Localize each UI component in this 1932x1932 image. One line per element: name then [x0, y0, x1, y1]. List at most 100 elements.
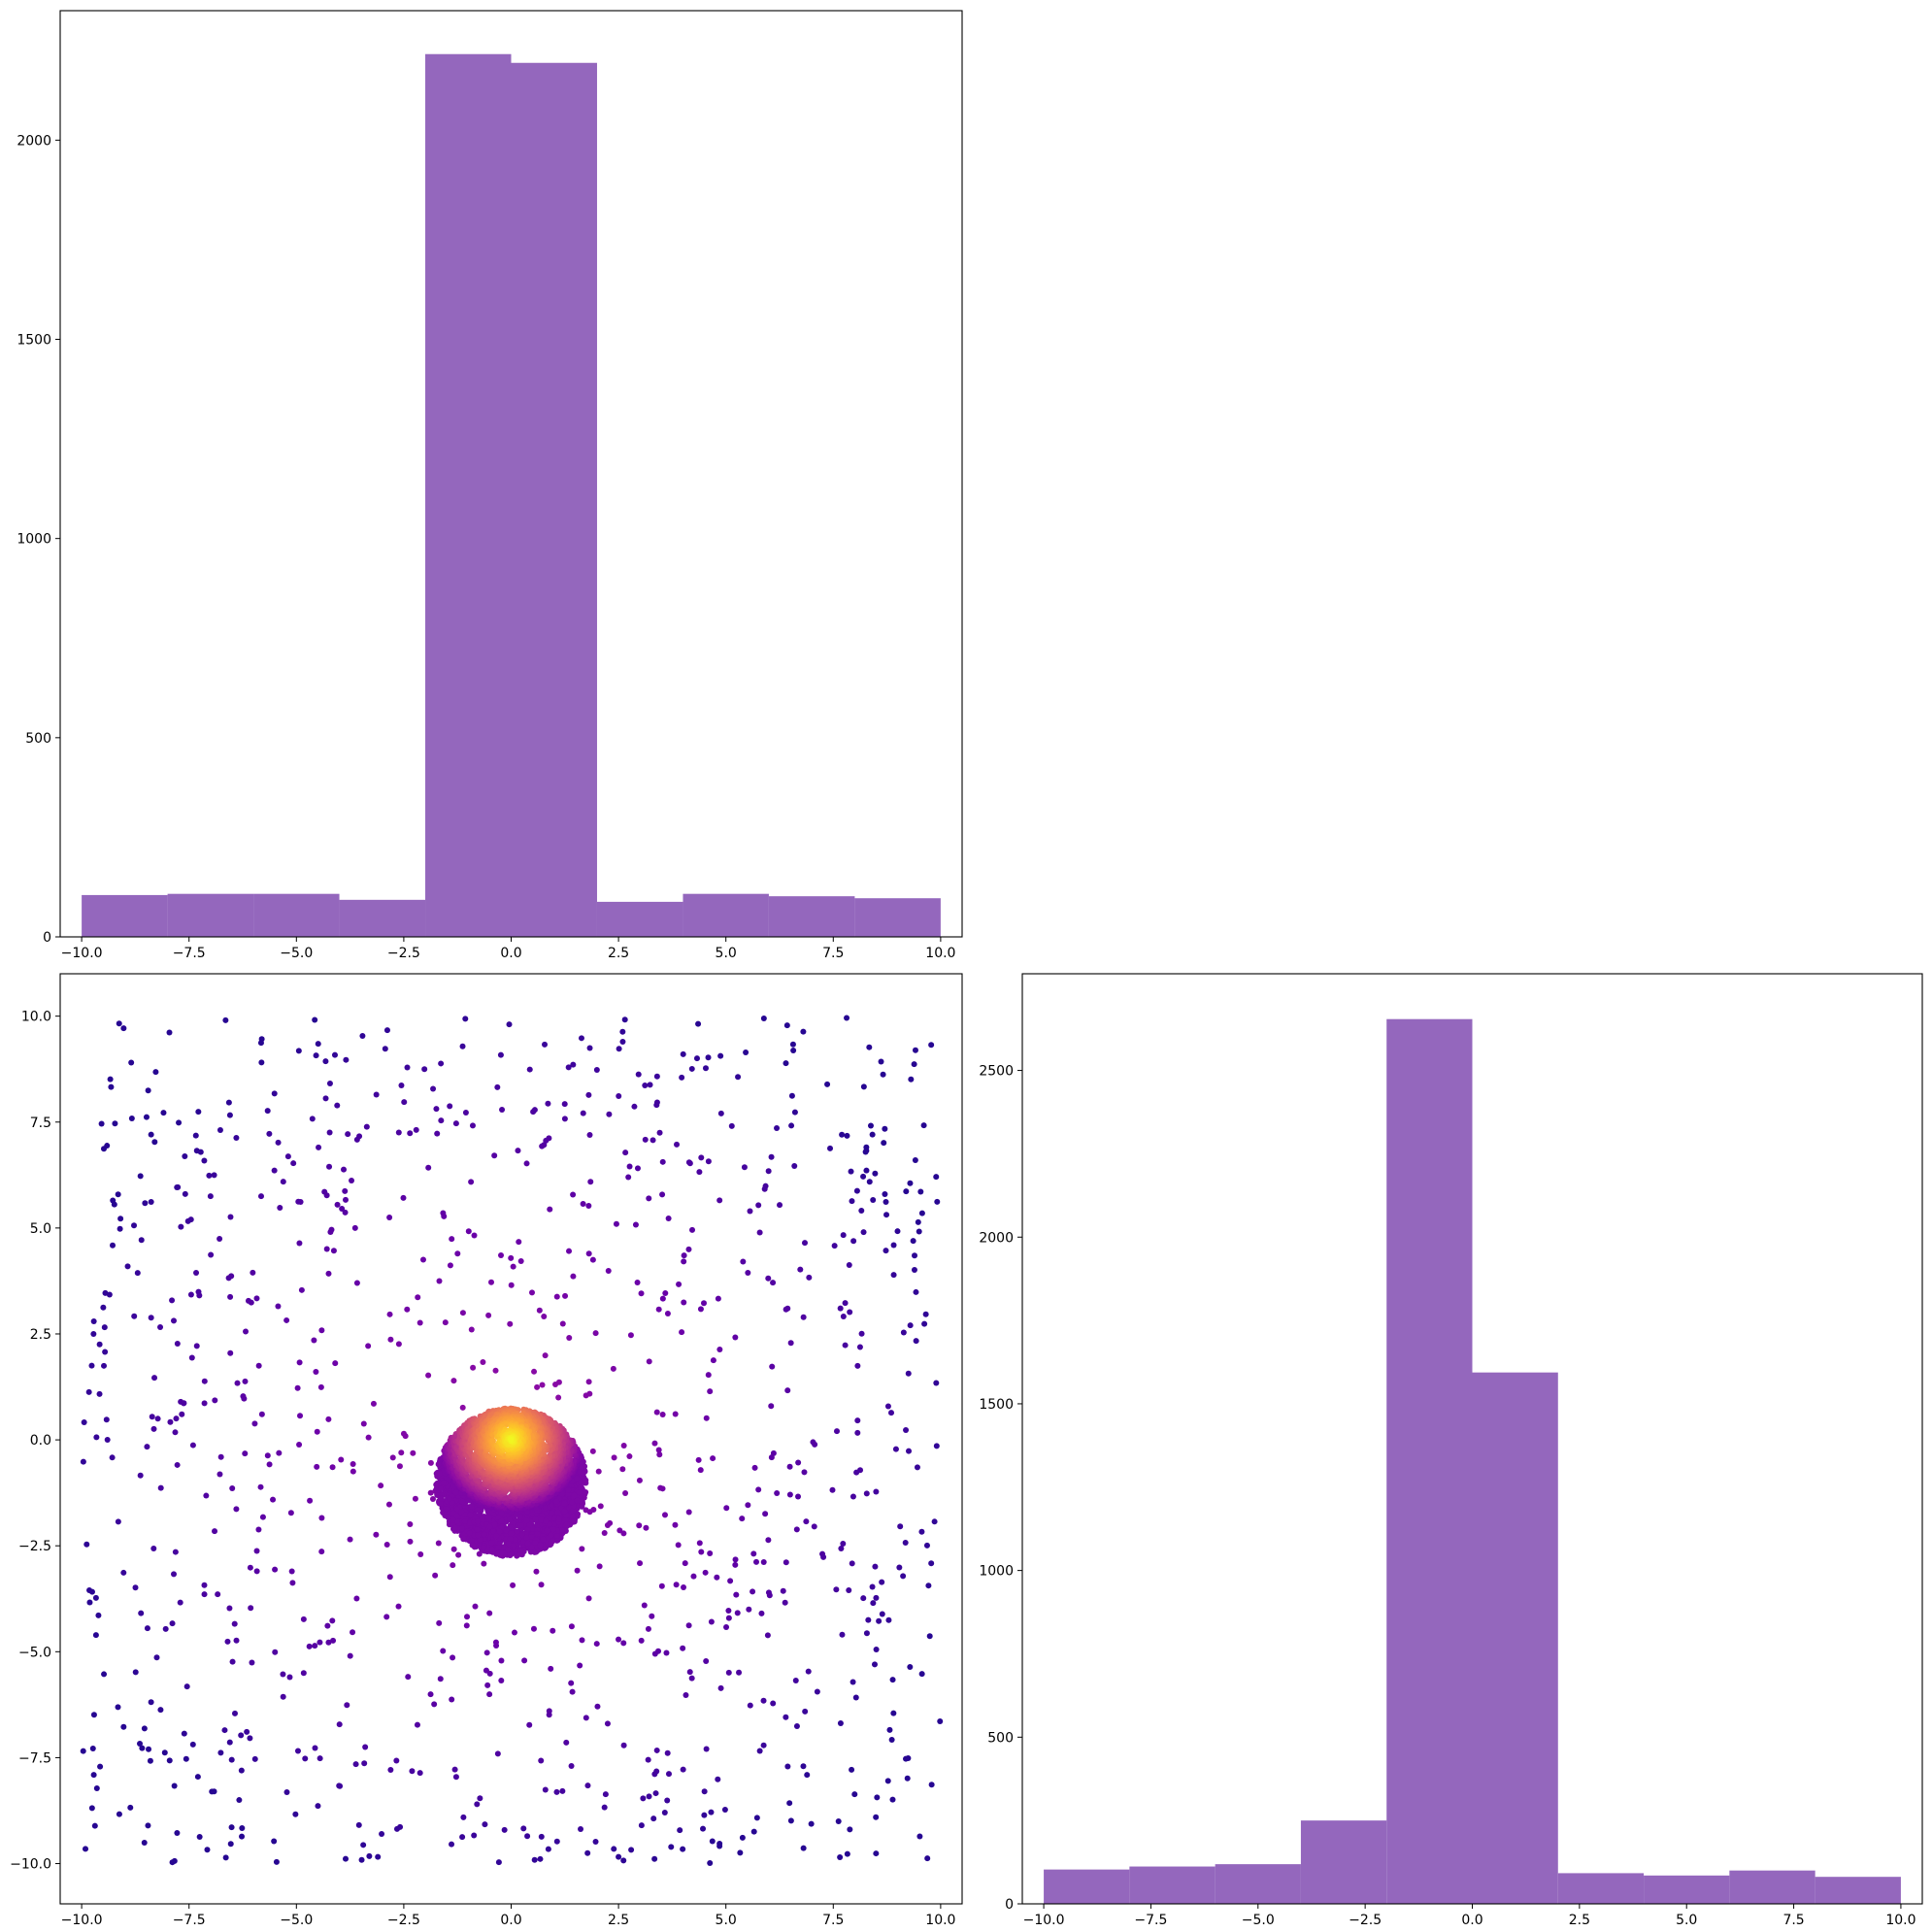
- scatter-point: [756, 1748, 763, 1754]
- scatter-point: [80, 1748, 86, 1754]
- scatter-point: [430, 1085, 437, 1092]
- scatter-point: [365, 1343, 372, 1349]
- scatter-point: [362, 1744, 369, 1750]
- scatter-point: [531, 1107, 538, 1114]
- scatter-point: [883, 1248, 889, 1254]
- scatter-point: [860, 1229, 867, 1236]
- scatter-point: [474, 1507, 481, 1514]
- histogram-bar: [768, 896, 855, 937]
- scatter-point: [413, 1126, 419, 1133]
- scatter-point: [271, 1838, 278, 1845]
- scatter-point: [903, 1755, 910, 1762]
- scatter-point: [655, 1447, 662, 1453]
- scatter-point: [846, 1587, 852, 1594]
- scatter-point: [477, 1795, 483, 1802]
- scatter-point: [824, 1081, 831, 1087]
- scatter-point: [685, 1622, 692, 1629]
- scatter-point: [619, 1466, 626, 1473]
- scatter-point: [510, 1543, 516, 1549]
- scatter-point: [593, 1066, 600, 1073]
- scatter-point: [503, 1527, 510, 1534]
- scatter-point: [416, 1770, 423, 1777]
- scatter-point: [150, 1546, 157, 1552]
- scatter-point: [570, 1273, 577, 1280]
- scatter-point: [558, 1526, 565, 1533]
- scatter-point: [925, 1582, 932, 1589]
- scatter-point: [485, 1515, 492, 1521]
- scatter-point: [393, 1825, 400, 1832]
- scatter-point: [144, 1625, 150, 1632]
- scatter-point: [352, 1761, 359, 1768]
- scatter-point: [169, 1297, 176, 1304]
- scatter-point: [386, 1574, 393, 1581]
- scatter-point: [849, 1679, 856, 1685]
- scatter-point: [201, 1157, 208, 1164]
- scatter-point: [865, 1616, 872, 1623]
- scatter-point: [395, 1341, 402, 1348]
- scatter-point: [470, 1542, 477, 1549]
- scatter-point: [313, 1368, 319, 1375]
- scatter-point: [890, 1242, 897, 1249]
- scatter-point: [770, 1700, 777, 1707]
- scatter-point: [217, 1471, 223, 1478]
- scatter-point: [393, 1757, 400, 1764]
- scatter-point: [594, 1703, 601, 1710]
- scatter-point: [662, 1289, 669, 1296]
- scatter-point: [440, 1648, 447, 1654]
- scatter-point: [508, 1282, 515, 1288]
- scatter-point: [707, 1550, 714, 1557]
- scatter-point: [224, 1638, 231, 1645]
- scatter-point: [447, 1103, 453, 1110]
- scatter-point: [370, 1400, 377, 1407]
- scatter-point: [323, 1246, 330, 1252]
- scatter-point: [676, 1281, 683, 1287]
- scatter-point: [574, 1475, 581, 1482]
- scatter-point: [250, 1269, 256, 1276]
- scatter-point: [204, 1847, 211, 1853]
- scatter-point: [227, 1293, 234, 1300]
- scatter-point: [462, 1016, 469, 1022]
- scatter-point: [443, 1505, 450, 1512]
- scatter-point: [490, 1528, 497, 1535]
- scatter-point: [583, 1477, 589, 1483]
- scatter-point: [437, 1676, 444, 1682]
- scatter-point: [707, 1388, 714, 1395]
- scatter-point: [850, 1238, 857, 1245]
- scatter-point: [128, 1059, 135, 1066]
- scatter-point: [783, 1559, 789, 1566]
- scatter-point: [228, 1273, 235, 1280]
- scatter-point: [89, 1745, 96, 1751]
- scatter-point: [358, 1856, 365, 1863]
- scatter-point: [459, 1498, 466, 1505]
- scatter-point: [584, 1849, 591, 1856]
- scatter-point: [255, 1526, 262, 1533]
- scatter-point: [907, 1180, 914, 1186]
- scatter-point: [680, 1766, 686, 1773]
- scatter-point: [685, 1509, 692, 1516]
- scatter-point: [766, 1592, 773, 1599]
- scatter-point: [258, 1059, 265, 1066]
- scatter-point: [483, 1649, 490, 1656]
- scatter-point: [569, 1499, 576, 1506]
- scatter-point: [324, 1622, 331, 1629]
- scatter-point: [576, 1488, 583, 1495]
- histogram-x-panel: −10.0 −7.5 −5.0 −2.5 0.0 2.5 5.0 7.5 10.00500100…: [17, 10, 963, 961]
- scatter-point: [721, 1807, 728, 1814]
- scatter-point: [760, 1015, 767, 1021]
- scatter-point: [475, 1478, 482, 1484]
- scatter-point: [641, 1602, 648, 1609]
- scatter-point: [732, 1561, 739, 1568]
- scatter-point: [432, 1572, 439, 1579]
- scatter-point: [438, 1060, 445, 1067]
- scatter-point: [548, 1665, 554, 1672]
- scatter-point: [257, 1193, 264, 1200]
- scatter-point: [470, 1364, 477, 1371]
- scatter-point: [329, 1617, 336, 1624]
- scatter-point: [151, 1375, 158, 1382]
- scatter-point: [585, 1203, 592, 1210]
- scatter-point: [739, 1516, 746, 1522]
- scatter-point: [350, 1461, 356, 1468]
- histogram-bar: [339, 899, 426, 937]
- histogram-bar: [596, 901, 683, 937]
- scatter-point: [578, 1826, 584, 1833]
